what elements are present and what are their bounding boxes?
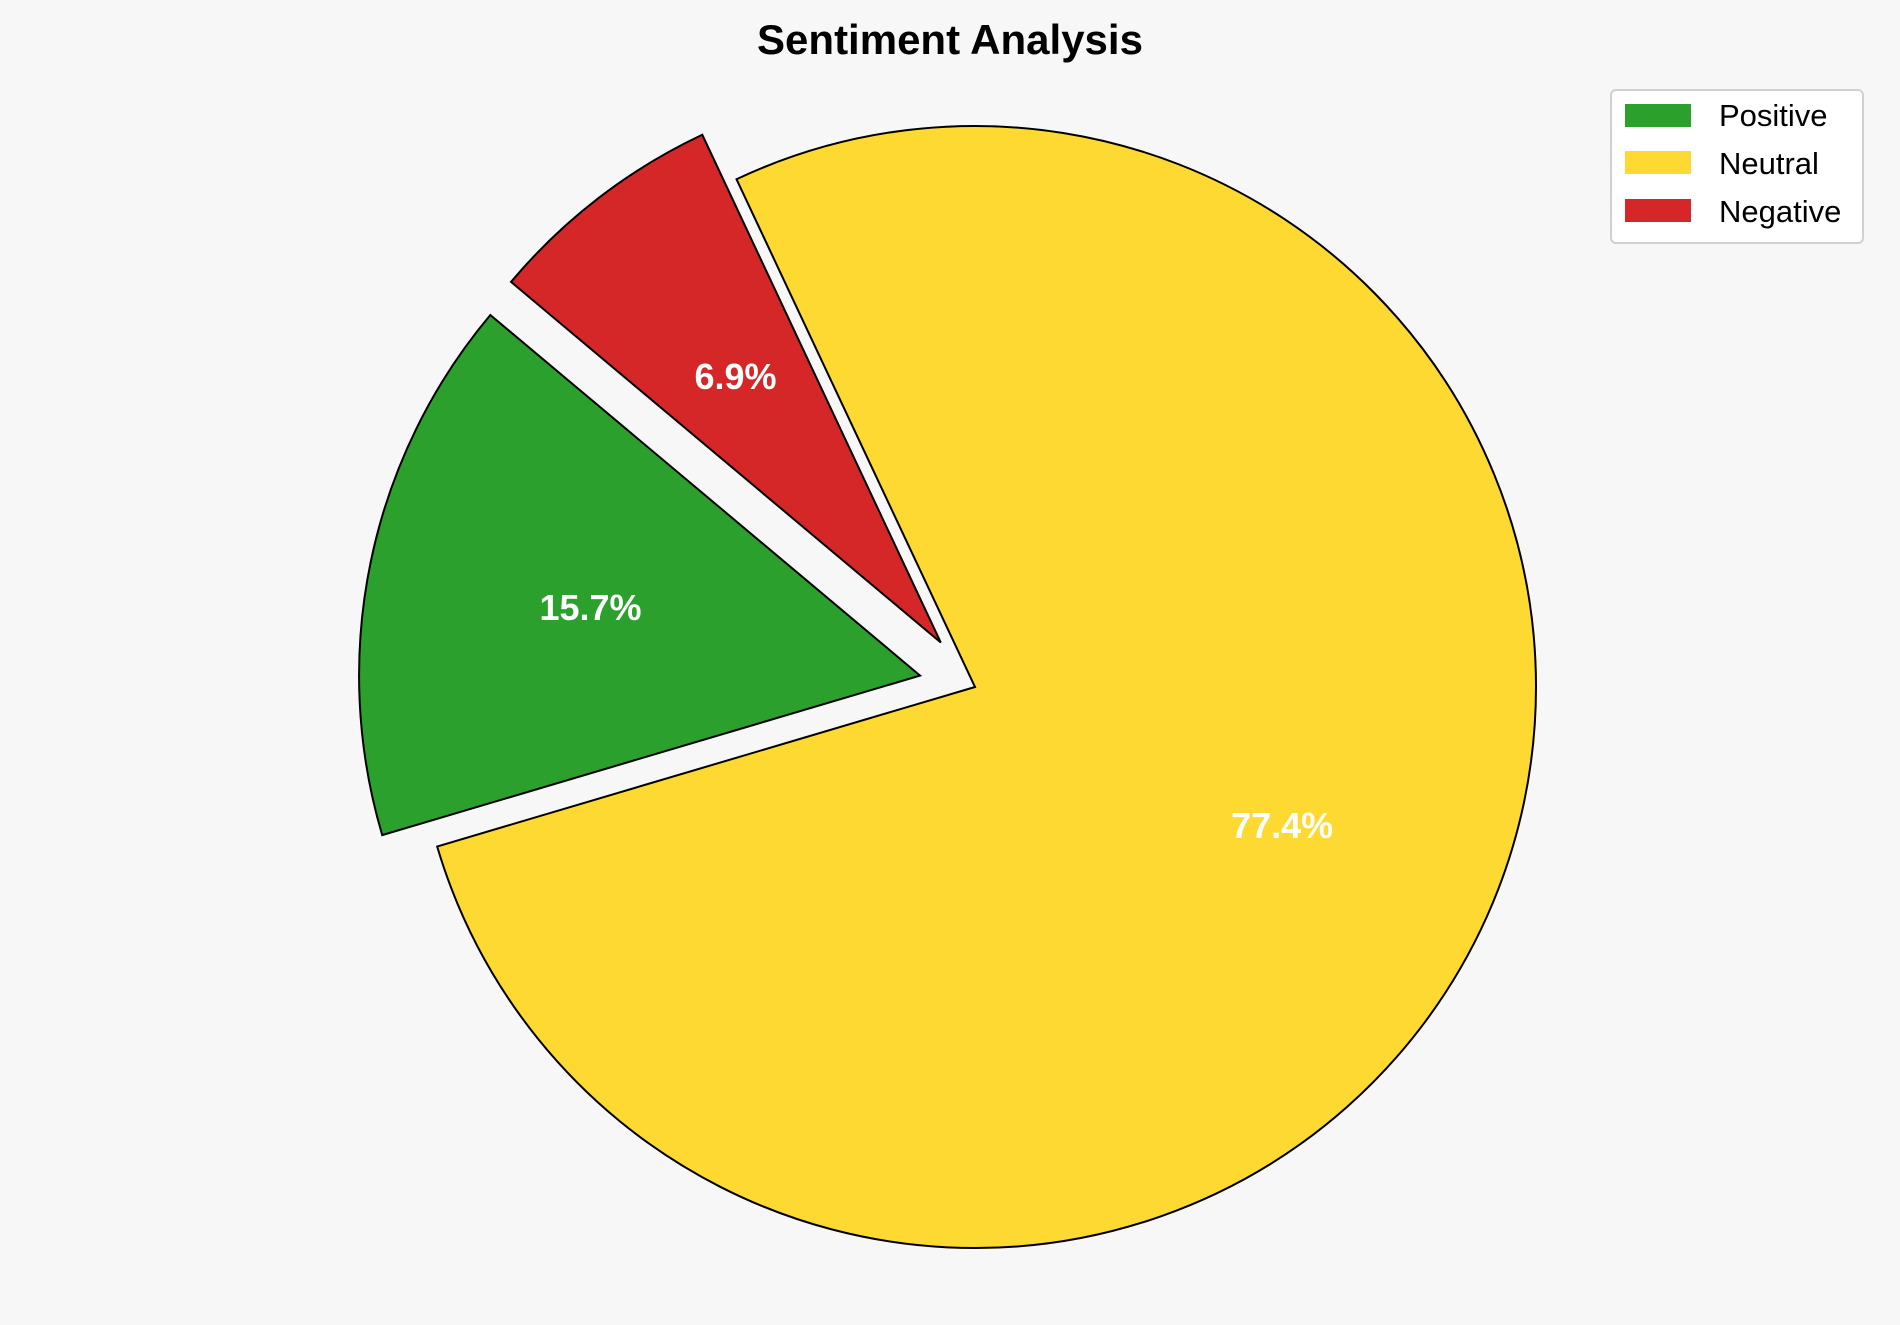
legend: Positive Neutral Negative (1610, 89, 1864, 244)
pie-label-neutral: 77.4% (1231, 805, 1333, 846)
pie-slice-negative (509, 133, 942, 644)
legend-swatch-negative (1625, 199, 1691, 222)
legend-swatch-positive (1625, 104, 1691, 127)
legend-label-neutral: Neutral (1719, 146, 1819, 181)
legend-swatch-neutral (1625, 151, 1691, 174)
legend-label-positive: Positive (1719, 98, 1828, 133)
pie-slice-neutral (435, 125, 1537, 1249)
legend-label-negative: Negative (1719, 194, 1841, 229)
chart-title: Sentiment Analysis (757, 16, 1143, 63)
pie-label-positive: 15.7% (539, 587, 641, 628)
pie-slice-positive (358, 313, 923, 837)
pie-label-negative: 6.9% (694, 356, 776, 397)
